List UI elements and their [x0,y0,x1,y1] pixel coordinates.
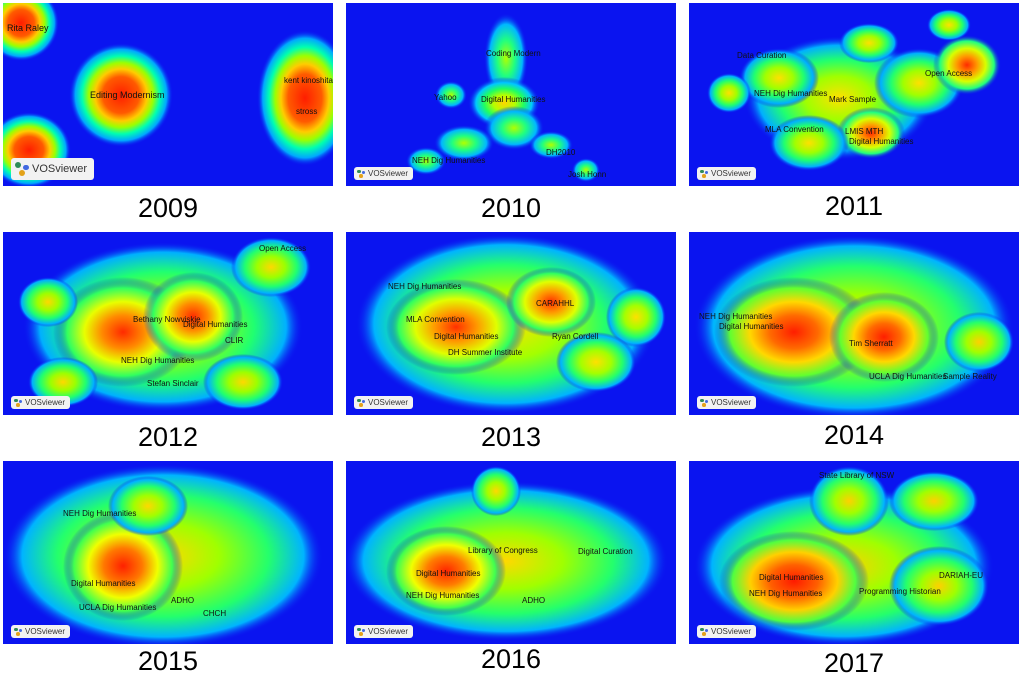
label-digital-humanities: Digital Humanities [416,569,481,578]
year-caption-2011: 2011 [824,191,884,221]
heatmap-2016 [346,466,668,641]
year-caption-2015: 2015 [137,646,199,676]
heatmap-2011 [707,9,1001,171]
label-stross: stross [296,107,318,116]
label-digital-humanities: Digital Humanities [481,95,546,104]
vosviewer-badge: VOSviewer [697,396,757,409]
density-map-2017: State Library of NSW Digital Humanities … [689,461,1019,644]
label-ucla-dig-humanities: UCLA Dig Humanities [79,603,157,612]
label-digital-humanities: Digital Humanities [183,320,248,329]
label-ryan-cordell: Ryan Cordell [552,332,599,341]
vosviewer-badge: VOSviewer [697,625,757,638]
label-ucla-dig-humanities: UCLA Dig Humanities [869,372,947,381]
label-digital-humanities: Digital Humanities [434,332,499,341]
density-map-2016: Digital Humanities NEH Dig Humanities Li… [346,461,676,644]
density-map-2013: Digital Humanities NEH Dig Humanities CA… [346,232,676,415]
label-programming-historian: Programming Historian [859,587,941,596]
density-map-2011: NEH Dig Humanities Data Curation Digital… [689,3,1019,186]
label-neh-dig-humanities: NEH Dig Humanities [412,156,486,165]
vosviewer-badge: VOSviewer [354,396,414,409]
label-clir: CLIR [225,336,244,345]
vosviewer-logo-icon [357,169,365,178]
label-editing-modernism: Editing Modernism [90,90,165,100]
label-yahoo: Yahoo [434,93,457,102]
label-data-curation: Data Curation [737,51,787,60]
vosviewer-badge: VOSviewer [11,158,95,180]
label-state-library-nsw: State Library of NSW [819,471,895,480]
year-caption-2017: 2017 [823,648,885,678]
label-digital-humanities: Digital Humanities [849,137,914,146]
label-neh-dig-humanities: NEH Dig Humanities [388,282,462,291]
vosviewer-logo-icon [357,627,365,636]
label-digital-humanities: Digital Humanities [719,322,784,331]
density-map-2009: Rita Raley Editing Modernism kent kinosh… [3,3,333,186]
label-chch: CHCH [203,609,227,618]
label-rita-raley: Rita Raley [7,23,49,33]
label-coding-modern: Coding Modern [486,49,541,58]
label-digital-humanities: Digital Humanities [759,573,824,582]
year-caption-2013: 2013 [480,422,542,452]
vosviewer-logo-icon [15,162,29,176]
vosviewer-badge: VOSviewer [354,167,414,180]
density-map-2014: NEH Dig Humanities Digital Humanities Ti… [689,232,1019,415]
heatmap-2017 [694,466,994,644]
vosviewer-logo-icon [14,627,22,636]
heatmap-2012 [18,237,311,412]
vosviewer-logo-icon [14,398,22,407]
label-mla-convention: MLA Convention [406,315,465,324]
label-adho: ADHO [522,596,546,605]
year-caption-2014: 2014 [823,420,885,450]
label-digital-humanities: Digital Humanities [71,579,136,588]
density-map-2010: Digital Humanities NEH Dig Humanities Co… [346,3,676,186]
year-caption-2016: 2016 [480,644,542,674]
vosviewer-badge: VOSviewer [697,167,757,180]
label-mla-convention: MLA Convention [765,125,824,134]
vosviewer-logo-icon [700,169,708,178]
label-digital-curation: Digital Curation [578,547,633,556]
vosviewer-badge: VOSviewer [11,625,71,638]
vosviewer-badge: VOSviewer [11,396,71,409]
label-kent-kinoshita: kent kinoshita [284,76,333,85]
label-neh-dig-humanities: NEH Dig Humanities [749,589,823,598]
label-neh-dig-humanities: NEH Dig Humanities [754,89,828,98]
label-mark-sample: Mark Sample [829,95,877,104]
label-neh-dig-humanities: NEH Dig Humanities [699,312,773,321]
label-dh2010: DH2010 [546,148,576,157]
label-tim-sherratt: Tim Sherratt [849,339,893,348]
vosviewer-badge: VOSviewer [354,625,414,638]
label-library-of-congress: Library of Congress [468,546,538,555]
year-caption-2010: 2010 [480,193,542,223]
heatmap-2013 [356,234,666,414]
heatmap-2014 [694,235,1014,415]
label-josh-honn: Josh Honn [568,170,607,179]
label-stefan-sinclair: Stefan Sinclair [147,379,199,388]
label-neh-dig-humanities: NEH Dig Humanities [406,591,480,600]
vosviewer-logo-icon [700,398,708,407]
heatmap-2010 [406,13,600,182]
label-lmis-mth: LMIS MTH [845,127,884,136]
heatmap-2015 [3,464,323,644]
label-sample-reality: Sample Reality [943,372,997,381]
density-map-2012: Digital Humanities Open Access NEH Dig H… [3,232,333,415]
label-dariah-eu: DARIAH-EU [939,571,984,580]
label-bethany-nowviskie: Bethany Nowviskie [133,315,201,324]
label-neh-dig-humanities: NEH Dig Humanities [63,509,137,518]
label-carahhl: CARAHHL [536,299,575,308]
year-caption-2009: 2009 [137,193,199,223]
vosviewer-logo-icon [700,627,708,636]
label-adho: ADHO [171,596,195,605]
vosviewer-logo-icon [357,398,365,407]
density-map-2015: Digital Humanities NEH Dig Humanities UC… [3,461,333,644]
label-open-access: Open Access [925,69,973,78]
label-dh-summer-institute: DH Summer Institute [448,348,523,357]
label-open-access: Open Access [259,244,307,253]
label-neh-dig-humanities: NEH Dig Humanities [121,356,195,365]
year-caption-2012: 2012 [137,422,199,452]
